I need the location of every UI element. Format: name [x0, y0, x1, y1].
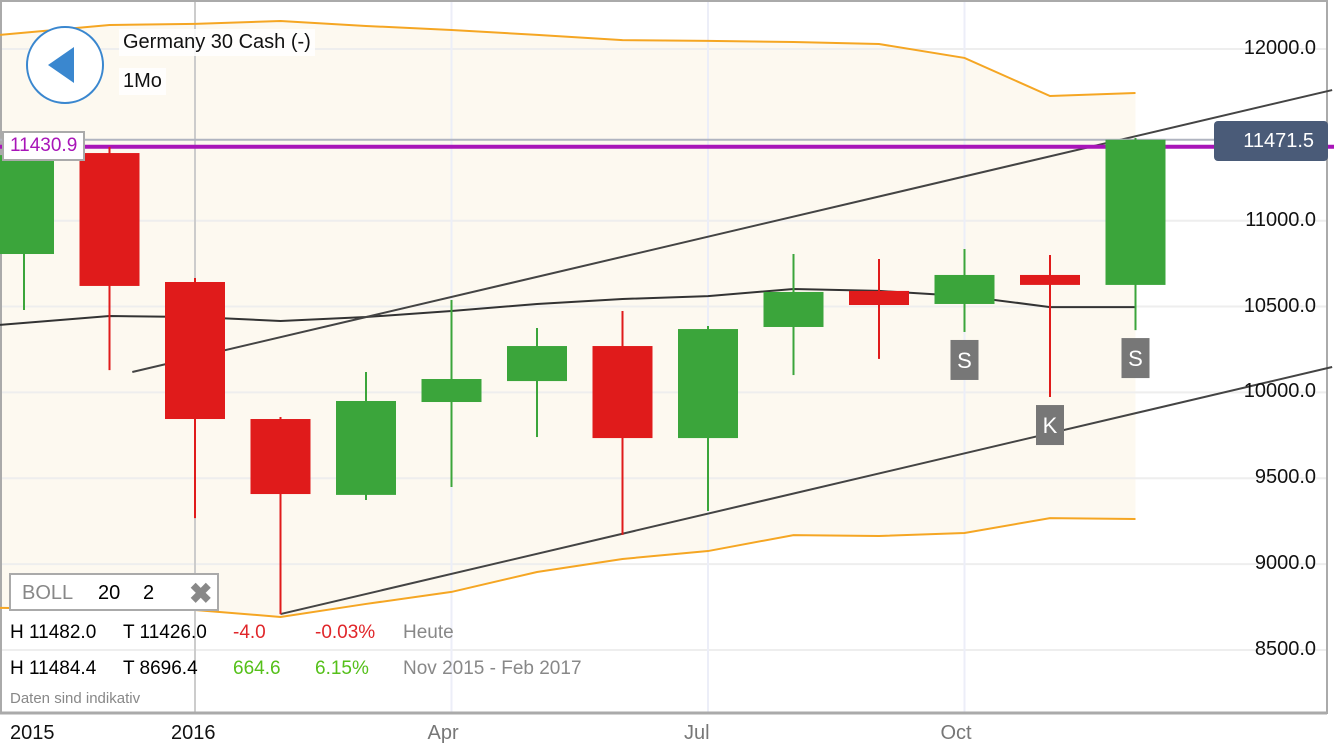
signal-marker-label: S — [957, 348, 972, 373]
x-tick-label: Jul — [684, 722, 710, 744]
plot-border — [0, 0, 1328, 714]
candle-body — [1020, 274, 1080, 285]
x-tick-label: Oct — [940, 722, 972, 744]
x-tick-label: 2016 — [171, 722, 216, 744]
candle-body — [934, 274, 995, 304]
candle-body — [763, 291, 824, 327]
range-change-pct: 6.15% — [315, 658, 369, 679]
indicator-period: 20 — [98, 582, 121, 604]
candle-body — [79, 153, 140, 286]
candle-body — [336, 400, 396, 495]
today-low: T 11426.0 — [123, 622, 207, 643]
range-label: Nov 2015 - Feb 2017 — [403, 658, 582, 679]
today-change: -4.0 — [233, 622, 266, 643]
indicator-name: BOLL — [22, 582, 74, 604]
signal-marker — [1036, 405, 1064, 446]
instrument-title: Germany 30 Cash (-) — [119, 29, 315, 56]
signal-marker — [950, 339, 979, 380]
candle-body — [849, 290, 909, 306]
range-high: H 11484.4 — [10, 658, 97, 679]
close-icon[interactable]: ✖ — [189, 578, 213, 609]
today-change-pct: -0.03% — [315, 622, 376, 643]
timeframe-label[interactable]: 1Mo — [119, 68, 166, 95]
y-tick-label: 11000.0 — [1245, 208, 1316, 231]
range-low: T 8696.4 — [123, 658, 198, 679]
x-tick-label: Apr — [427, 722, 459, 744]
candle-body — [1105, 139, 1166, 285]
candle-body — [250, 419, 311, 495]
y-tick-label: 9500.0 — [1254, 466, 1316, 489]
today-label: Heute — [403, 622, 454, 643]
x-tick-label: 2015 — [10, 722, 55, 744]
bollinger-lower — [0, 517, 1136, 618]
today-high: H 11482.0 — [10, 622, 97, 643]
bollinger-upper — [0, 20, 1136, 98]
trendline — [280, 366, 1333, 616]
trendline — [132, 89, 1333, 373]
candle-body — [678, 329, 738, 439]
signal-marker — [1121, 338, 1150, 379]
candle-body — [507, 346, 567, 382]
indicator-stddev: 2 — [143, 582, 155, 604]
candle-body — [165, 281, 225, 420]
y-tick-label: 10000.0 — [1243, 380, 1316, 403]
y-tick-label: 12000.0 — [1243, 37, 1316, 59]
y-tick-label: 10500.0 — [1243, 294, 1316, 317]
y-tick-label: 8500.0 — [1254, 637, 1316, 660]
back-arrow-icon — [48, 47, 74, 83]
candle-body — [421, 379, 482, 403]
disclaimer: Daten sind indikativ — [10, 690, 141, 707]
candle-body — [592, 346, 653, 439]
range-change: 664.6 — [233, 658, 281, 679]
indicator-chip[interactable]: BOLL 20 2 ✖ — [9, 573, 219, 611]
candle-body — [0, 155, 54, 255]
back-button[interactable] — [26, 26, 104, 104]
signal-marker-label: S — [1128, 346, 1143, 371]
hline-label[interactable]: 11430.9 — [2, 131, 86, 161]
last-price-badge: 11471.5 — [1214, 121, 1328, 161]
signal-marker-label: K — [1043, 413, 1058, 438]
y-tick-label: 9000.0 — [1254, 552, 1316, 575]
